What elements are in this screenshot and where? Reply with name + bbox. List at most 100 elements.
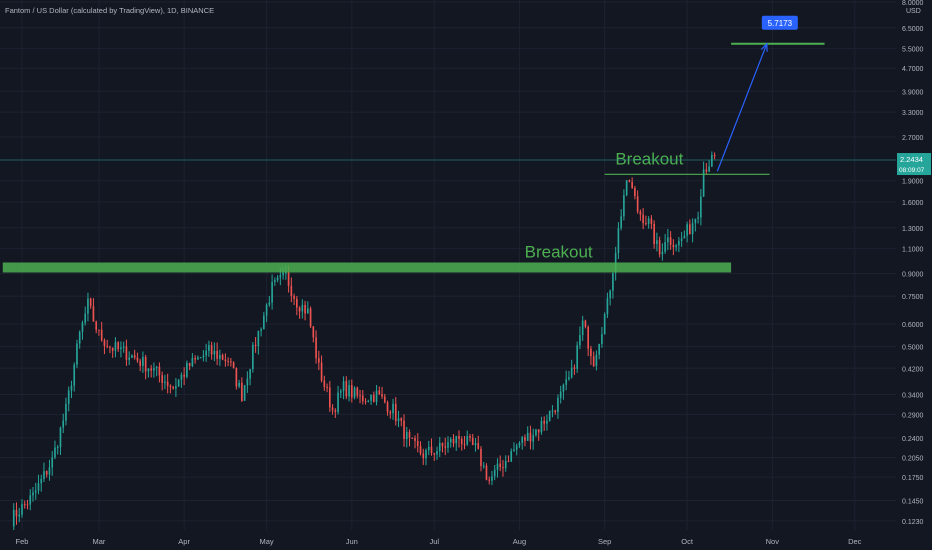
y-tick-label: 4.7000 [902, 66, 924, 73]
candle-body [84, 313, 87, 323]
target-label-box [761, 15, 798, 30]
candle [202, 350, 205, 362]
candle [691, 218, 694, 243]
candle-body [491, 476, 493, 481]
candle-body [411, 437, 414, 439]
candle-body [521, 437, 524, 444]
candle [653, 220, 655, 249]
candle [65, 397, 67, 426]
candle [634, 185, 636, 200]
candle [474, 438, 477, 452]
candle-body [485, 465, 488, 480]
candle-body [661, 251, 664, 255]
candle-body [356, 387, 359, 396]
candle [400, 417, 403, 427]
candle-body [452, 438, 455, 444]
candle-body [606, 298, 609, 315]
candle [103, 338, 106, 355]
candle-body [128, 357, 131, 360]
candle [339, 388, 342, 398]
candle [683, 230, 686, 239]
candle [188, 362, 191, 371]
candle-body [361, 395, 364, 402]
candle [205, 343, 207, 362]
candle [601, 326, 603, 348]
candle [243, 384, 246, 401]
candle-body [216, 350, 218, 359]
candle [546, 414, 548, 431]
candle-body [518, 443, 521, 446]
candle-body [510, 450, 513, 462]
candle [139, 358, 141, 372]
candle [612, 272, 614, 299]
candle-body [430, 446, 433, 454]
candle [416, 433, 419, 453]
candle [257, 330, 260, 355]
candle [524, 434, 526, 447]
candle-body [642, 214, 644, 224]
candle-body [647, 218, 650, 224]
candle-body [507, 460, 510, 462]
candle [23, 500, 26, 509]
candle-body [394, 403, 397, 422]
candle [667, 228, 669, 251]
candle [485, 463, 488, 481]
candle [224, 353, 227, 367]
candle [499, 455, 502, 472]
candle [664, 233, 666, 254]
candle [386, 400, 389, 416]
candle [419, 441, 422, 456]
candle [535, 428, 537, 437]
candle-body [197, 357, 199, 360]
candle [315, 330, 317, 364]
y-tick-label: 1.3000 [902, 226, 924, 233]
candle [334, 408, 337, 418]
candle [491, 470, 493, 486]
candle-body [524, 437, 526, 441]
candle [631, 177, 633, 189]
candle [125, 339, 128, 366]
candle [713, 152, 716, 160]
candle-body [342, 381, 345, 392]
candle-body [260, 329, 262, 331]
candle [268, 295, 271, 307]
candle [584, 319, 587, 329]
candle-body [568, 377, 570, 380]
candle-body [285, 272, 287, 274]
candle-body [697, 217, 699, 219]
candle-body [515, 445, 518, 450]
candle-body [345, 381, 348, 397]
candle [155, 365, 158, 377]
breakout-label: Breakout [525, 242, 593, 261]
candle [375, 385, 378, 406]
candle-body [526, 432, 529, 441]
candle-body [609, 290, 611, 299]
candle-body [257, 330, 260, 346]
candle [172, 385, 174, 390]
candle-body [186, 362, 188, 377]
candle [199, 356, 202, 359]
candle-body [702, 169, 705, 197]
candle [705, 162, 708, 175]
candle [557, 394, 559, 419]
candle-body [246, 378, 249, 386]
candle-body [268, 302, 271, 305]
candle [89, 297, 92, 309]
candle-body [664, 242, 666, 252]
candle-body [65, 403, 67, 421]
candle-body [274, 280, 276, 282]
y-tick-label: 0.3400 [902, 393, 924, 400]
candle-body [471, 437, 474, 445]
candle-body [199, 357, 202, 359]
candle-body [595, 354, 598, 366]
candle-body [667, 237, 669, 243]
candle-body [224, 359, 227, 362]
candle-body [73, 364, 76, 386]
x-tick-label: May [260, 537, 274, 546]
x-tick-label: Oct [681, 537, 694, 546]
candle [455, 435, 458, 451]
candle [260, 327, 262, 337]
candle-body [175, 386, 177, 389]
candle [59, 426, 62, 455]
